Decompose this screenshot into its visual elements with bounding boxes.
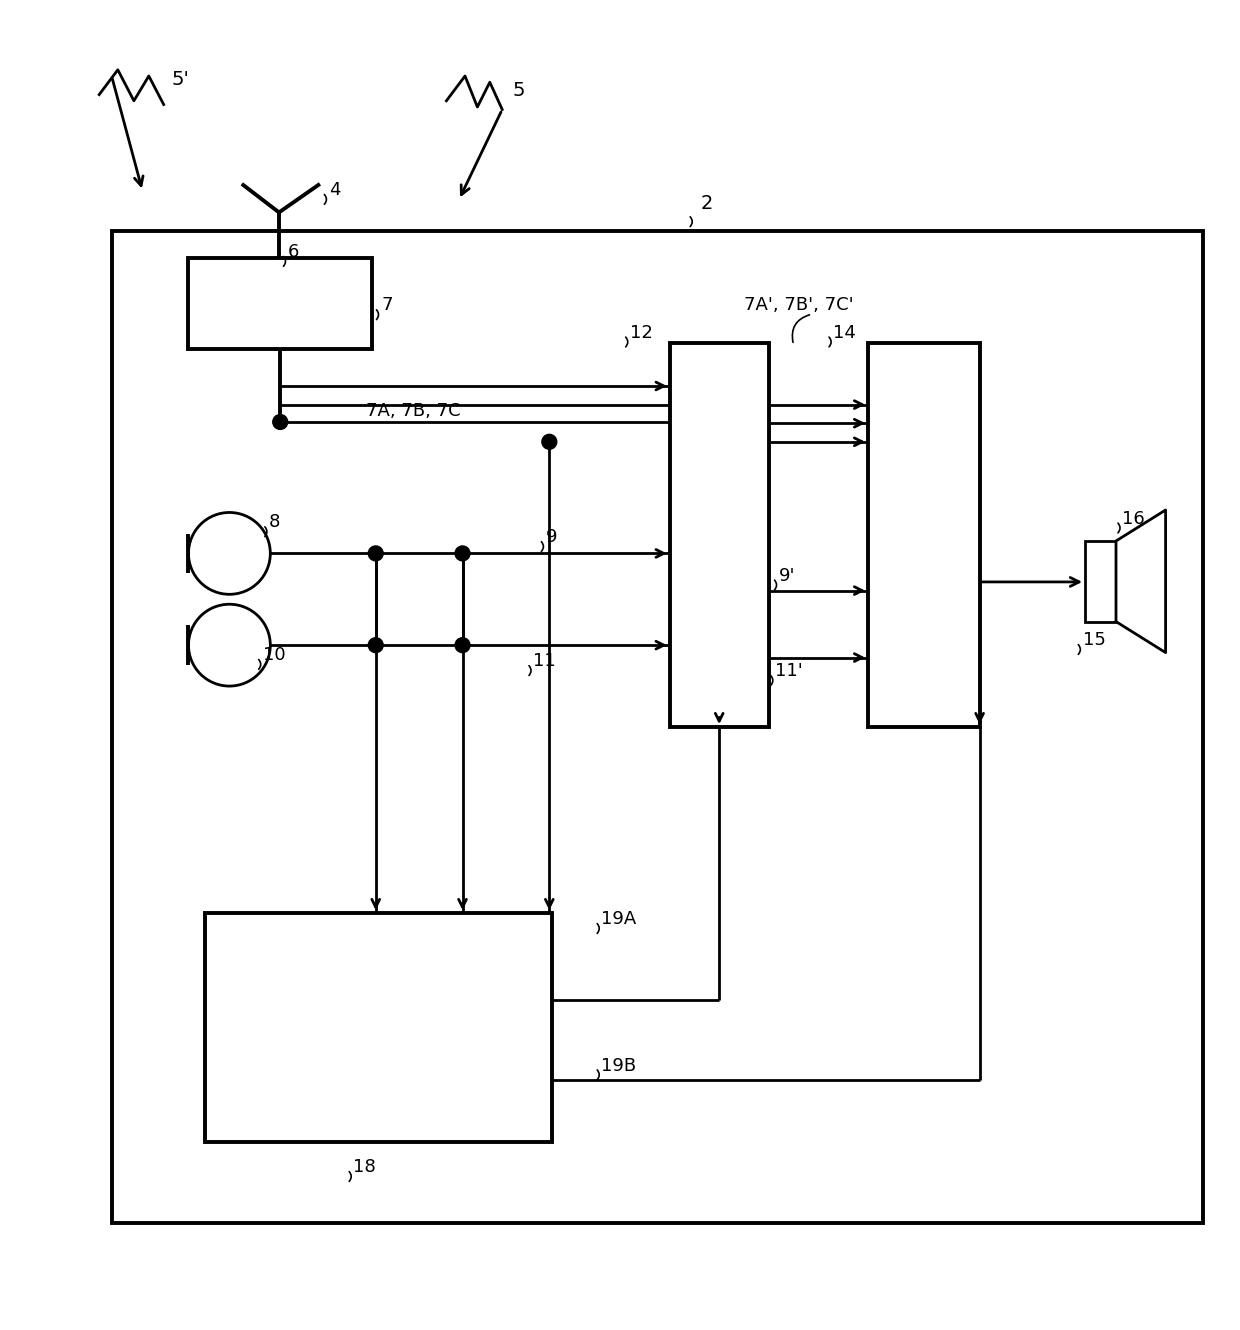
Circle shape [368,637,383,653]
Text: 19B: 19B [601,1056,636,1075]
Text: 10: 10 [263,646,285,664]
Text: 15: 15 [1083,632,1105,649]
Circle shape [455,637,470,653]
Polygon shape [1116,509,1166,653]
Text: 12: 12 [630,323,652,342]
Circle shape [542,435,557,450]
Text: 5': 5' [171,70,188,89]
Text: 7A, 7B, 7C: 7A, 7B, 7C [366,402,460,420]
Bar [205,912,552,1142]
Text: 7: 7 [382,297,393,314]
Text: 18: 18 [353,1158,376,1176]
Text: 2: 2 [701,194,713,213]
Bar [868,343,980,728]
Circle shape [455,545,470,561]
Text: 11: 11 [533,652,556,670]
Text: 7A', 7B', 7C': 7A', 7B', 7C' [744,297,853,314]
Text: 19A: 19A [601,910,636,928]
Circle shape [188,604,270,686]
Text: 9': 9' [779,567,795,585]
Text: 9: 9 [546,528,557,547]
Text: 8: 8 [269,513,280,532]
Circle shape [368,545,383,561]
Bar [1085,541,1116,621]
Bar [112,231,1203,1224]
Text: 11': 11' [775,662,802,680]
Circle shape [273,415,288,430]
Text: 5: 5 [512,81,525,100]
Text: 4: 4 [329,181,340,200]
Bar [670,343,769,728]
Text: 14: 14 [833,323,856,342]
Bar [188,258,372,348]
Circle shape [188,512,270,595]
Text: 6: 6 [288,243,299,261]
Text: 16: 16 [1122,509,1145,528]
